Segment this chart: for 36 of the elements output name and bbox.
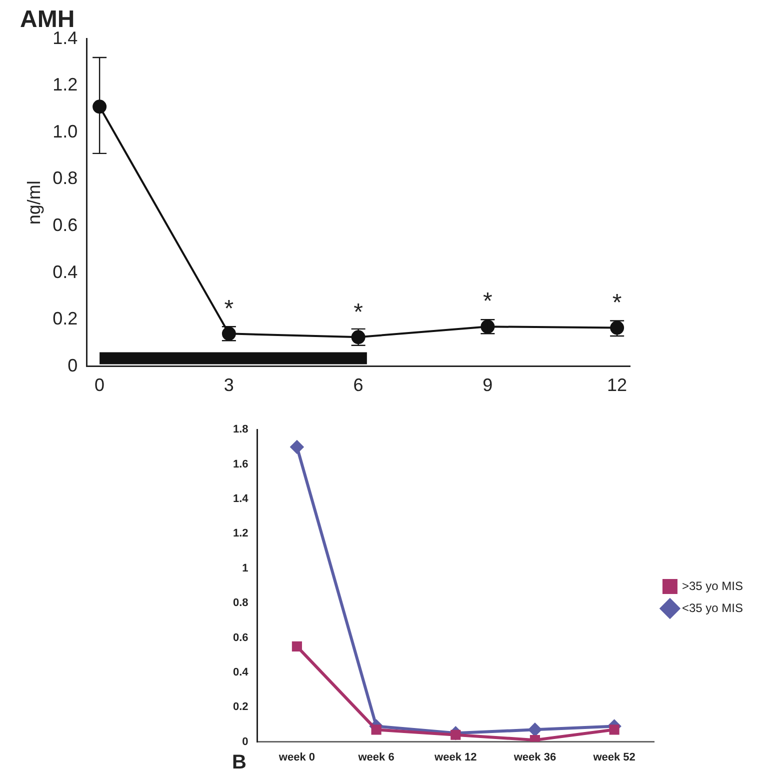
x-tick-label: week 12 (434, 751, 477, 764)
x-tick-label: week 6 (357, 751, 394, 764)
y-tick-label: 0.4 (52, 262, 78, 282)
x-tick-label: 12 (607, 375, 628, 396)
x-tick-label: week 0 (278, 751, 316, 764)
annotation: * (224, 295, 234, 322)
x-tick-label: 3 (224, 375, 234, 396)
y-tick-label: 0.6 (232, 632, 248, 644)
y-tick-label: 1.2 (52, 74, 78, 95)
y-tick-label: 0 (242, 736, 248, 748)
y-tick-label: 1 (242, 562, 248, 574)
y-tick-label: 0.2 (52, 308, 78, 329)
text: B (232, 752, 246, 774)
x-tick-label: week 36 (512, 751, 556, 764)
y-tick-label: 0.6 (52, 214, 78, 235)
y-tick-label: 0.4 (232, 666, 250, 678)
x-tick-label: 9 (482, 375, 493, 396)
y-tick-label: 1.0 (52, 121, 78, 142)
x-tick-label: 0 (94, 375, 105, 396)
y-axis-title: ng/ml (24, 180, 44, 225)
y-tick-label: 0.8 (232, 597, 248, 610)
y-tick-label: 1.2 (232, 528, 248, 540)
y-tick-label: 0.8 (52, 168, 78, 188)
annotation: * (354, 298, 363, 326)
x-tick-label: week 52 (592, 751, 636, 764)
x-tick-label: 6 (353, 375, 364, 396)
legend-label: >35 yo MIS (682, 578, 743, 593)
legend-label: <35 yo MIS (682, 600, 743, 615)
y-tick-label: 1.6 (232, 458, 248, 470)
y-tick-label: 1.4 (232, 493, 250, 506)
annotation: * (612, 289, 622, 316)
annotation: * (483, 288, 492, 316)
y-tick-label: 1.4 (52, 28, 78, 48)
y-tick-label: 0.2 (232, 701, 248, 714)
y-tick-label: 1.8 (232, 424, 248, 436)
y-tick-label: 0 (68, 355, 78, 376)
